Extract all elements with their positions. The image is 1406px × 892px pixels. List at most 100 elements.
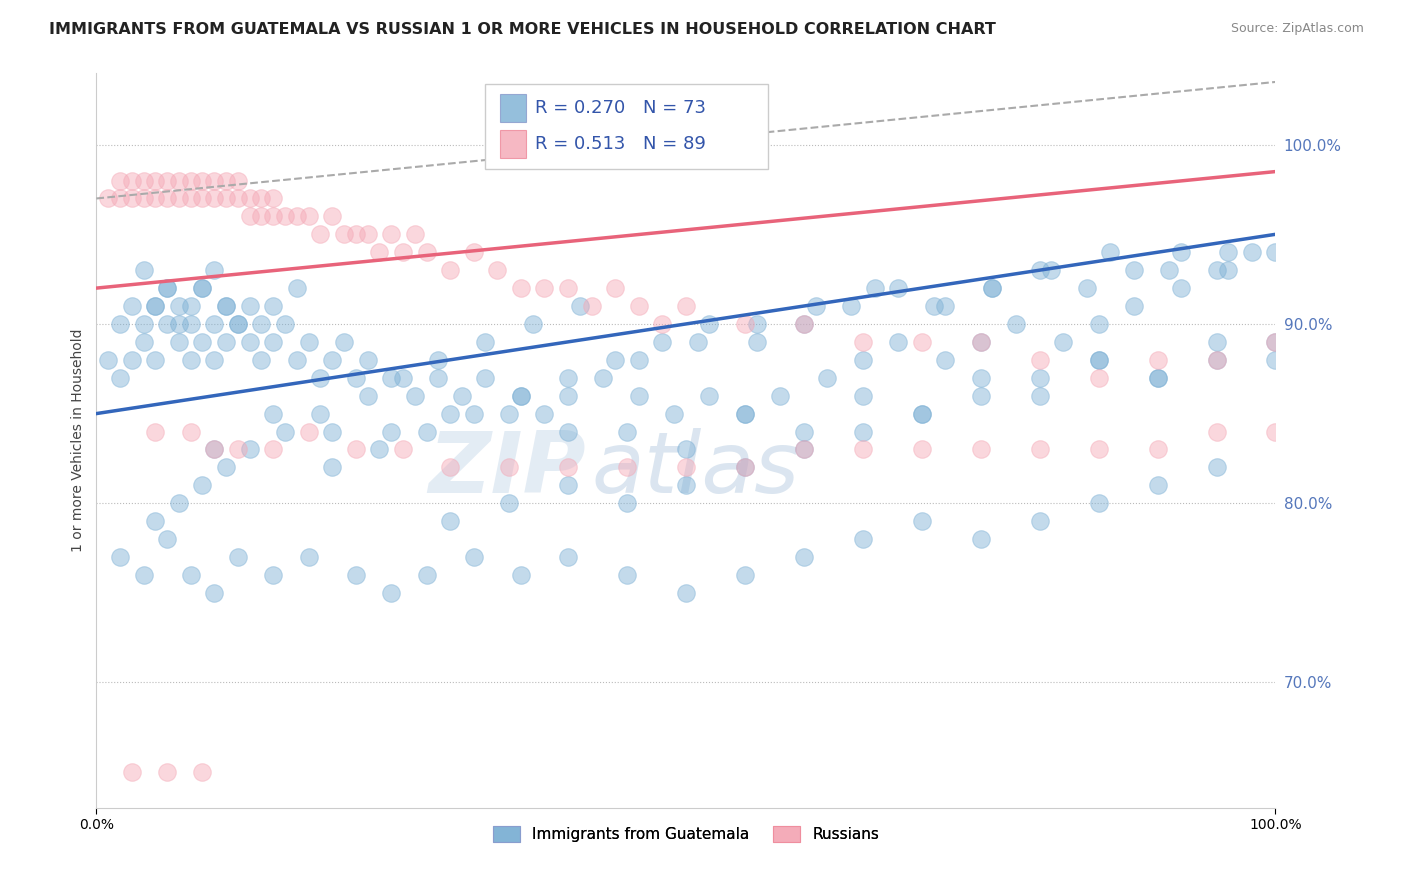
Point [180,191,202,205]
Point [1028,389,1050,403]
Point [605,352,627,367]
Point [734,460,756,475]
Point [509,389,531,403]
Point [557,460,579,475]
Point [981,281,1004,295]
Point [392,245,415,260]
Point [463,407,485,421]
Text: R = 0.513: R = 0.513 [534,136,626,153]
Point [1099,245,1122,260]
Point [1205,425,1227,439]
Point [239,210,262,224]
Point [285,352,308,367]
Point [180,425,202,439]
Point [226,191,249,205]
Point [911,334,934,349]
Point [1028,442,1050,457]
Point [616,496,638,510]
Point [202,352,225,367]
Point [675,299,697,313]
Point [887,281,910,295]
Point [793,549,815,564]
Point [852,352,875,367]
FancyBboxPatch shape [485,84,769,169]
Point [121,299,143,313]
Point [769,389,792,403]
Point [202,442,225,457]
Point [321,425,343,439]
Point [215,173,238,187]
Point [651,317,673,331]
Point [557,425,579,439]
Point [981,281,1004,295]
Point [533,407,555,421]
Point [734,460,756,475]
Point [191,281,214,295]
Point [627,299,650,313]
Point [143,191,166,205]
Point [143,352,166,367]
Point [215,299,238,313]
Point [215,460,238,475]
Point [1218,263,1240,277]
Point [156,281,179,295]
Point [616,568,638,582]
Point [132,173,155,187]
Point [132,317,155,331]
Point [191,191,214,205]
Point [969,370,991,384]
Point [852,442,875,457]
Point [239,299,262,313]
Point [309,407,332,421]
Point [344,227,367,242]
Point [156,191,179,205]
Point [274,317,297,331]
Point [568,299,591,313]
Point [616,460,638,475]
Point [202,442,225,457]
Point [392,442,415,457]
Point [297,425,319,439]
Point [934,299,956,313]
Point [734,407,756,421]
Point [368,245,391,260]
Point [1028,263,1050,277]
FancyBboxPatch shape [499,130,526,158]
Point [969,532,991,546]
Point [922,299,945,313]
Point [132,334,155,349]
Point [344,442,367,457]
Point [380,370,402,384]
Point [557,370,579,384]
Point [274,425,297,439]
Point [180,568,202,582]
Point [1123,299,1146,313]
Point [344,370,367,384]
Point [911,442,934,457]
Point [226,549,249,564]
Point [191,173,214,187]
Point [1146,442,1168,457]
Point [498,407,520,421]
Point [675,478,697,492]
Point [250,352,273,367]
Point [167,191,190,205]
Point [356,389,378,403]
Point [439,263,461,277]
Point [380,425,402,439]
Point [557,281,579,295]
Point [498,460,520,475]
Point [793,317,815,331]
Point [852,425,875,439]
Point [1146,478,1168,492]
Point [132,191,155,205]
Point [474,334,496,349]
Point [557,389,579,403]
Point [793,442,815,457]
Point [180,173,202,187]
Point [143,299,166,313]
Point [1028,514,1050,528]
Point [226,173,249,187]
Point [1040,263,1063,277]
Point [969,334,991,349]
